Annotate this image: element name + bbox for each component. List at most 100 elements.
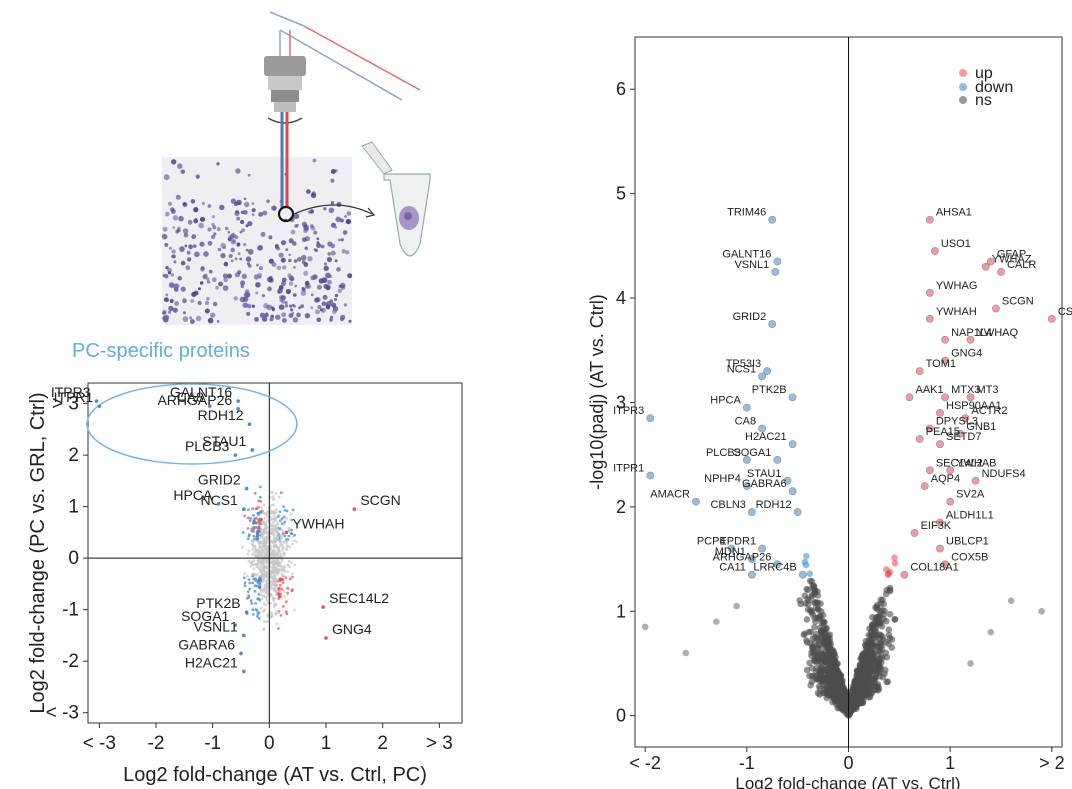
gene-label-gabra6: GABRA6 [742, 478, 787, 490]
background-point [279, 592, 283, 596]
background-point [250, 560, 254, 563]
background-point [806, 577, 814, 585]
tissue-cell [301, 286, 305, 291]
background-point [283, 520, 287, 524]
background-point [275, 622, 279, 626]
tissue-cell [320, 244, 325, 249]
background-point [269, 584, 273, 588]
background-point [259, 510, 263, 513]
background-point [281, 530, 285, 533]
background-point [827, 655, 834, 663]
tissue-cell [171, 254, 176, 259]
tissue-cell [245, 292, 251, 298]
right-x-axis-label: Log2 fold-change (AT vs. Ctrl) [735, 774, 960, 789]
background-point [258, 495, 262, 499]
background-point [807, 682, 814, 689]
tissue-cell [288, 281, 294, 286]
tissue-cell [277, 291, 281, 294]
data-point-stau1 [783, 476, 792, 485]
background-point [263, 516, 267, 520]
tissue-cell [193, 207, 199, 213]
gene-label-tom1: TOM1 [926, 358, 956, 370]
background-point [287, 534, 291, 538]
tissue-cell [294, 284, 298, 288]
background-point [806, 570, 814, 577]
background-point [286, 563, 290, 567]
background-point [888, 636, 896, 643]
background-point [251, 608, 255, 612]
data-point-rdh12 [247, 422, 252, 427]
tissue-cell [278, 252, 284, 258]
background-point [265, 598, 269, 602]
background-point [283, 540, 286, 544]
data-point-ywhaz [981, 262, 990, 271]
gene-label-ywhaq: YWHAQ [977, 327, 1019, 339]
gene-label-gng4: GNG4 [332, 621, 372, 637]
data-point-rdh12 [793, 508, 802, 516]
background-point [808, 592, 816, 599]
tissue-cell [234, 235, 239, 240]
tissue-cell [171, 209, 176, 214]
background-point [252, 534, 256, 538]
tissue-cell [162, 226, 168, 232]
tissue-cell [268, 235, 273, 240]
background-point [281, 534, 284, 537]
tissue-cell [240, 219, 245, 225]
x-tick-label: 2 [377, 733, 388, 754]
background-point [868, 655, 875, 663]
tissue-cell [234, 257, 238, 261]
tissue-cell [278, 285, 284, 290]
gene-label-arhgap26: ARHGAP26 [157, 392, 232, 408]
background-point [278, 595, 281, 598]
tissue-cell [199, 241, 205, 247]
background-point [888, 644, 896, 651]
target-cell-marker [277, 205, 295, 223]
tissue-cell [335, 216, 342, 223]
tissue-cell [330, 315, 334, 319]
data-point-uso1 [931, 247, 939, 255]
tissue-cell [284, 301, 288, 304]
tissue-cell [185, 265, 191, 271]
tissue-cell [266, 304, 273, 311]
background-point [271, 530, 274, 534]
tissue-cell [256, 263, 259, 267]
background-point [274, 491, 278, 495]
tissue-cell [340, 282, 346, 289]
right-x-ticks: < -2 -1 0 1 > 2 [629, 747, 1065, 773]
background-point [264, 525, 268, 529]
background-point [838, 695, 846, 703]
background-point [276, 523, 279, 527]
background-point [839, 702, 847, 709]
background-point [868, 689, 876, 697]
tissue-cell [213, 232, 217, 236]
x-tick-label: > 2 [1039, 753, 1065, 773]
background-point [266, 586, 270, 590]
tissue-cell [247, 248, 254, 255]
background-point [262, 594, 265, 598]
gene-label-arhgap26: ARHGAP26 [713, 551, 772, 563]
legend-marker-down [959, 83, 967, 91]
background-point [261, 580, 265, 584]
gene-label-ca8: CA8 [177, 389, 204, 405]
tissue-cell [304, 313, 311, 319]
tissue-cell [255, 282, 261, 288]
background-point [295, 540, 298, 544]
tissue-cell [204, 308, 210, 314]
background-point [861, 670, 869, 677]
tissue-cell [179, 246, 185, 252]
tissue-cell [300, 304, 304, 309]
background-point [248, 581, 252, 585]
x-tick-label: 0 [264, 733, 275, 754]
gene-label-mdn1: MDN1 [715, 546, 746, 558]
tissue-cell [191, 291, 197, 297]
background-point [273, 597, 277, 600]
left-plot-frame [87, 382, 463, 724]
gene-label-itpr3: ITPR3 [51, 384, 91, 400]
data-point-cst3 [1047, 315, 1056, 323]
tissue-cell [339, 218, 344, 223]
data-point-aqp4 [920, 482, 929, 490]
tissue-cell [280, 280, 287, 287]
gene-label-gng4: GNG4 [951, 348, 982, 360]
tissue-cell [345, 218, 352, 225]
